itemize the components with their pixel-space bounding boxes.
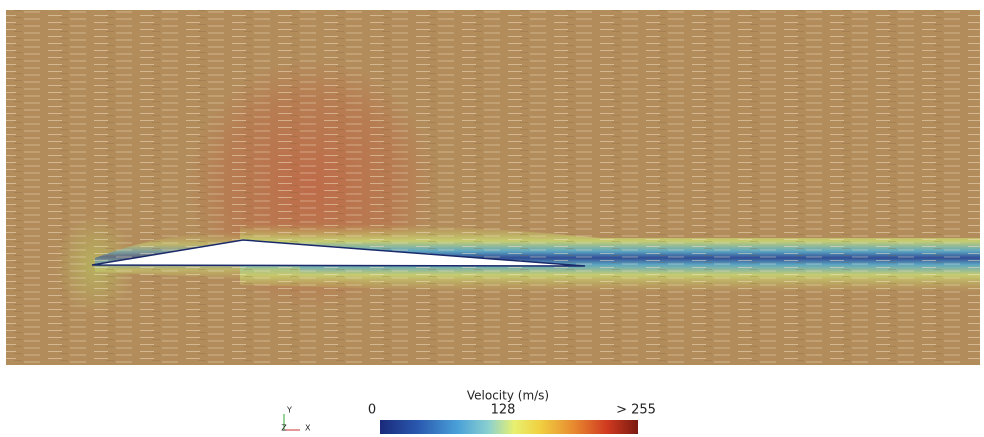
colorbar: Velocity (m/s) 0 128 > 255 [368,389,656,435]
flow-field [6,10,980,365]
axis-triad: Y Z X [281,406,311,433]
axis-label: Z [281,424,287,433]
colorbar-label: 0 [368,403,376,418]
colorbar-label: 128 [491,403,516,418]
colorbar-label: > 255 [616,403,656,418]
axis-label: Y [286,406,292,415]
colorbar-title: Velocity (m/s) [467,389,549,403]
colorbar-gradient [380,420,638,434]
screen: Y Z X Velocity (m/s) 0 128 > 255 [0,0,984,437]
axis-label: X [305,424,311,433]
